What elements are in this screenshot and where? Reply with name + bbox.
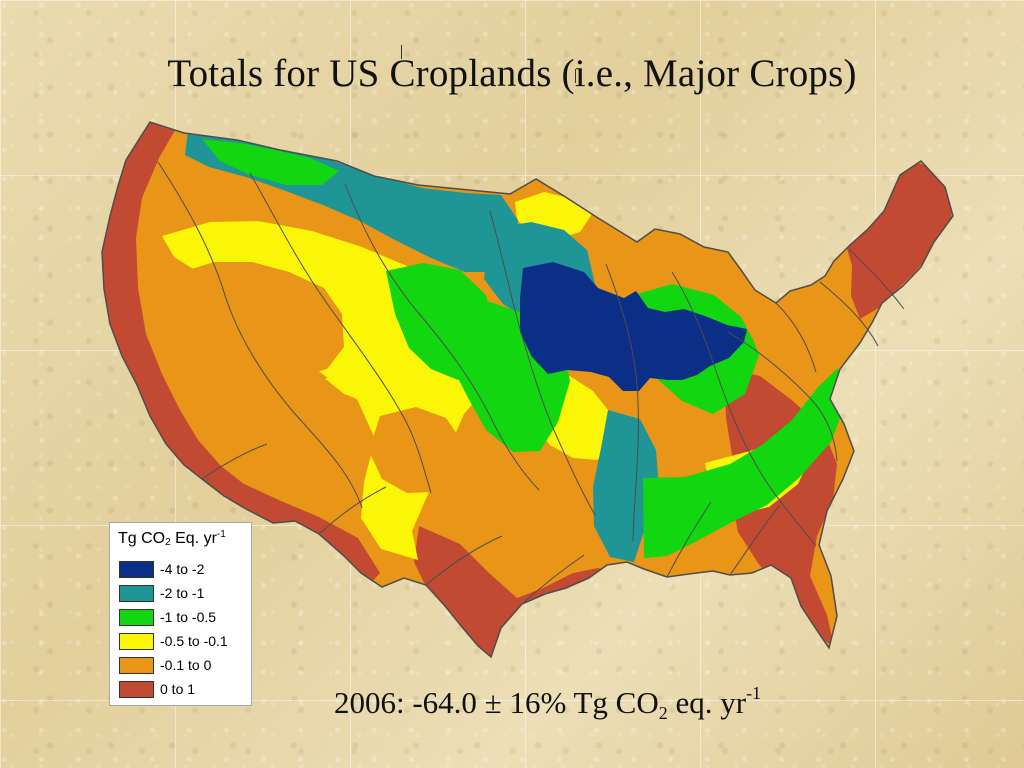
- legend-title-superscript: -1: [216, 529, 226, 540]
- legend-swatch: [119, 608, 154, 626]
- legend-item: -0.5 to -0.1: [119, 629, 247, 653]
- boundary-west-1: [157, 161, 363, 509]
- legend-swatch: [119, 584, 154, 602]
- boundary-sw-2: [318, 486, 387, 535]
- legend-swatch: [119, 680, 154, 698]
- summary-text: 2006: -64.0 ± 16% Tg CO2 eq. yr-1: [334, 683, 761, 724]
- boundary-south-2: [729, 504, 781, 576]
- legend-item: -4 to -2: [119, 557, 247, 581]
- boundary-mississippi: [605, 263, 639, 542]
- summary-middle: eq. yr: [667, 685, 747, 720]
- legend-label: -1 to -0.5: [160, 609, 217, 625]
- map-svg: [101, 121, 954, 659]
- legend-swatch: [119, 632, 154, 650]
- legend-title: Tg CO2 Eq. yr-1: [118, 529, 226, 548]
- boundary-sw-1: [201, 443, 268, 480]
- boundary-east-2: [727, 331, 838, 462]
- legend-swatch: [119, 560, 154, 578]
- boundary-ne-1: [848, 248, 905, 310]
- legend-item: -1 to -0.5: [119, 605, 247, 629]
- us-outline: [101, 121, 954, 659]
- boundary-central-2: [489, 210, 596, 516]
- region-texas-orange: [369, 407, 463, 493]
- us-cropland-map: [92, 118, 962, 683]
- legend-title-subscript: 2: [165, 537, 171, 548]
- legend-title-prefix: Tg CO: [118, 530, 166, 547]
- boundary-tx-1: [425, 535, 503, 586]
- summary-superscript: -1: [746, 683, 762, 703]
- legend-label: -2 to -1: [160, 585, 205, 601]
- legend-items: -4 to -2 -2 to -1 -1 to -0.5 -0.5 to -0.…: [119, 557, 247, 701]
- legend-title-middle: Eq. yr: [170, 530, 217, 547]
- boundary-central-1: [344, 183, 540, 491]
- map-boundaries: [101, 121, 954, 659]
- region-southeast-green: [643, 368, 844, 558]
- region-ne-orange: [785, 230, 832, 273]
- cursor-mark-right: [575, 69, 576, 83]
- boundary-tx-2: [521, 554, 585, 605]
- region-corn-belt-navy: [520, 262, 747, 391]
- region-northwest-green: [202, 139, 339, 185]
- legend-label: -0.5 to -0.1: [160, 633, 228, 649]
- summary-subscript: 2: [658, 703, 668, 723]
- legend-item: -0.1 to 0: [119, 653, 247, 677]
- legend-label: 0 to 1: [160, 681, 196, 697]
- legend-label: -0.1 to 0: [160, 657, 212, 673]
- boundary-ne-2: [819, 281, 879, 347]
- page-title: Totals for US Croplands (i.e., Major Cro…: [167, 52, 857, 95]
- map-legend: Tg CO2 Eq. yr-1 -4 to -2 -2 to -1 -1 to …: [109, 522, 252, 706]
- legend-label: -4 to -2: [160, 561, 205, 577]
- legend-item: 0 to 1: [119, 677, 247, 701]
- region-mountain-orange: [176, 262, 344, 376]
- summary-prefix: 2006: -64.0 ± 16% Tg CO: [334, 685, 659, 720]
- boundary-south-1: [666, 501, 712, 578]
- boundary-east-1: [671, 271, 817, 547]
- legend-swatch: [119, 656, 154, 674]
- region-delta-teal: [593, 410, 659, 562]
- region-great-basin-orange: [242, 371, 350, 477]
- boundary-west-2: [249, 172, 432, 494]
- legend-item: -2 to -1: [119, 581, 247, 605]
- cursor-mark-left: [401, 45, 402, 59]
- boundary-east-3: [775, 302, 817, 373]
